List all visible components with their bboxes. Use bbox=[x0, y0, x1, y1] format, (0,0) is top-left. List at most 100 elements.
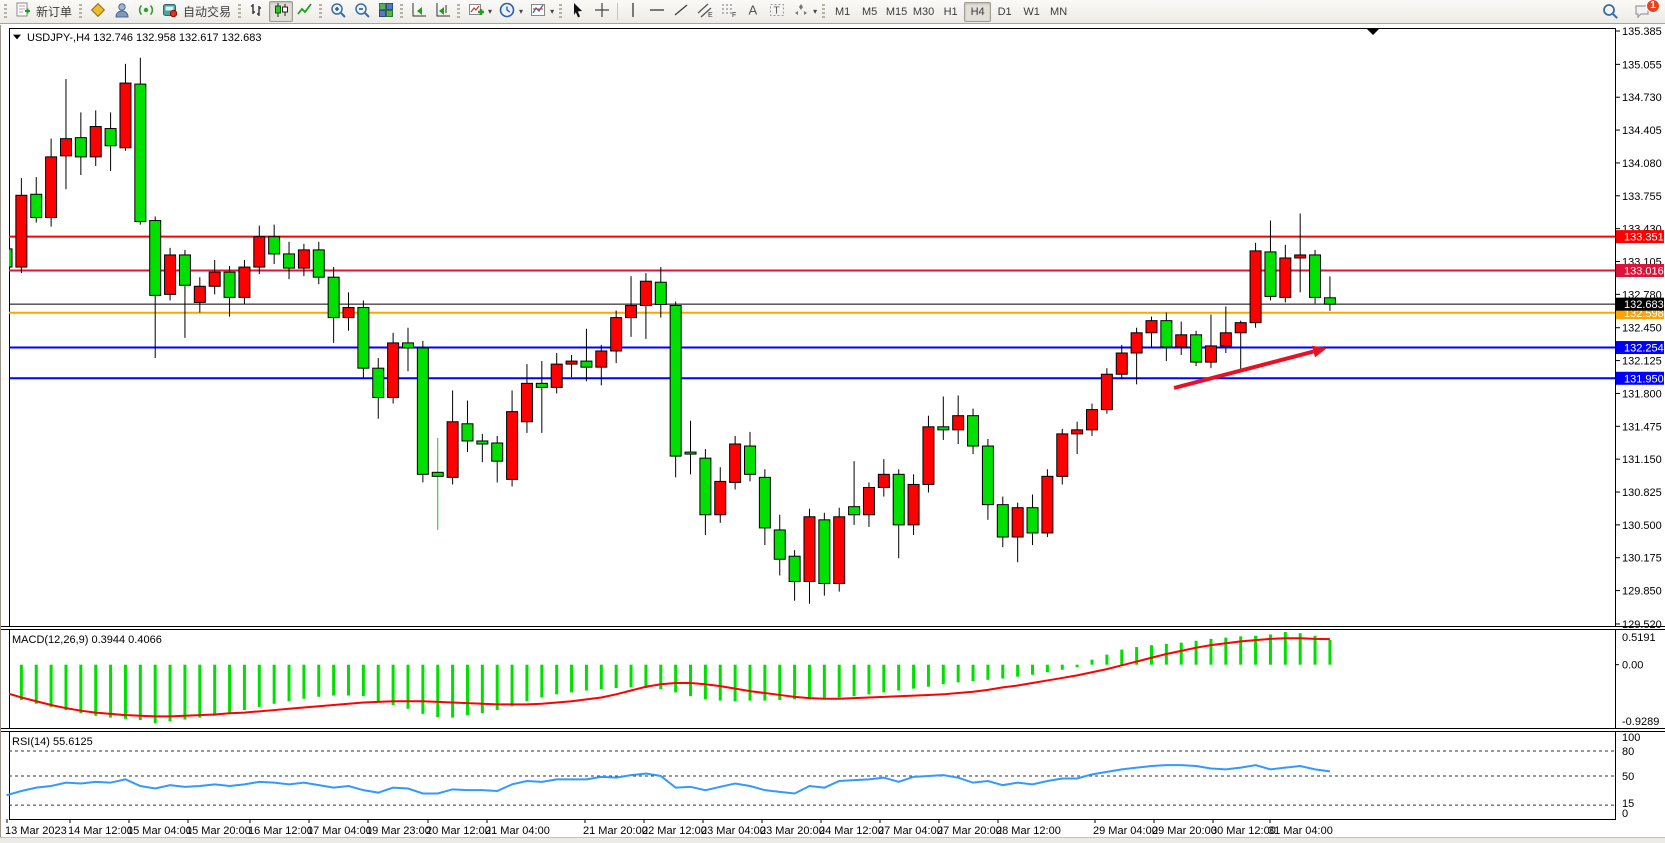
macd-pane[interactable]: MACD(12,26,9) 0.3944 0.4066 bbox=[7, 631, 1332, 724]
time-tick-label: 23 Mar 04:00 bbox=[701, 825, 766, 837]
trend-arrow[interactable] bbox=[1173, 345, 1327, 390]
price-scale[interactable]: 135.385 135.055 134.730 134.405 134.080 133.7… bbox=[1615, 26, 1664, 820]
price-tick-label: 134.730 bbox=[1622, 92, 1662, 104]
candle-body bbox=[104, 128, 117, 147]
candle-body bbox=[1115, 352, 1128, 375]
indicators-diamond-button[interactable] bbox=[86, 1, 110, 22]
auto-scroll-button[interactable] bbox=[407, 1, 431, 22]
crosshair-icon bbox=[593, 1, 611, 22]
toolbar-grip[interactable] bbox=[822, 3, 826, 20]
time-tick-label: 24 Mar 12:00 bbox=[819, 825, 884, 837]
candle-body bbox=[952, 415, 965, 431]
vertical-line-button[interactable] bbox=[621, 1, 645, 22]
timeframe-button-mn[interactable]: MN bbox=[1050, 5, 1068, 18]
candle-body bbox=[877, 473, 890, 488]
time-tick-label: 28 Mar 12:00 bbox=[996, 825, 1061, 837]
candle-body bbox=[699, 457, 712, 516]
toolbar-grip[interactable] bbox=[79, 3, 83, 20]
periods-clock-button[interactable]: ▾ bbox=[495, 1, 526, 22]
candle-body bbox=[178, 254, 191, 286]
timeframe-button-h4[interactable]: H4 bbox=[964, 1, 992, 22]
horizontal-line-button[interactable] bbox=[645, 1, 669, 22]
candle-body bbox=[892, 473, 905, 526]
toolbar-grip[interactable] bbox=[4, 3, 7, 20]
timeframe-button-d1[interactable]: D1 bbox=[997, 5, 1012, 18]
candle-body bbox=[223, 271, 236, 298]
candle-body bbox=[1249, 250, 1262, 324]
pane-separators[interactable] bbox=[1, 626, 1665, 732]
macd-scale-max: 0.5191 bbox=[1622, 632, 1656, 644]
candle-body bbox=[461, 423, 474, 442]
bar-chart-button[interactable] bbox=[245, 1, 269, 22]
cursor-button[interactable] bbox=[566, 1, 590, 22]
price-tick-label: 134.405 bbox=[1622, 125, 1662, 137]
crosshair-button[interactable] bbox=[590, 1, 614, 22]
text-button[interactable]: A bbox=[741, 1, 765, 22]
rsi-pane[interactable]: RSI(14) 55.6125 bbox=[6, 736, 1616, 806]
signal-button[interactable] bbox=[134, 1, 158, 22]
price-tick-label: 135.055 bbox=[1622, 59, 1662, 71]
fibonacci-button[interactable]: F bbox=[717, 1, 741, 22]
trend-line-button[interactable] bbox=[669, 1, 693, 22]
rsi-scale-label: 0 bbox=[1622, 808, 1628, 820]
chart-title: USDJPY-,H4 132.746 132.958 132.617 132.6… bbox=[13, 32, 261, 44]
candle-body bbox=[9, 248, 13, 268]
templates-button[interactable]: ▾ bbox=[526, 1, 557, 22]
toolbar-grip[interactable] bbox=[319, 3, 323, 20]
cursor-icon bbox=[569, 1, 587, 22]
toolbar-grip[interactable] bbox=[238, 3, 242, 20]
timeframe-button-w1[interactable]: W1 bbox=[1023, 5, 1040, 18]
timeframe-button-m1[interactable]: M1 bbox=[834, 5, 851, 18]
time-tick-label: 15 Mar 04:00 bbox=[127, 825, 192, 837]
candle-body bbox=[729, 443, 742, 483]
price-tick-label: 131.150 bbox=[1622, 454, 1662, 466]
add-indicator-button[interactable]: ▾ bbox=[464, 1, 495, 22]
timeframe-button-h1[interactable]: H1 bbox=[943, 5, 958, 18]
dropdown-caret-icon[interactable]: ▾ bbox=[488, 7, 493, 16]
price-line-label bbox=[1616, 341, 1664, 355]
zoom-out-button[interactable] bbox=[350, 1, 374, 22]
autotrade-icon bbox=[161, 1, 179, 22]
candle-body bbox=[431, 471, 444, 477]
candle-body bbox=[684, 451, 697, 455]
price-chart-canvas[interactable]: USDJPY-,H4 132.746 132.958 132.617 132.6… bbox=[1, 25, 1665, 843]
equidistant-channel-button[interactable]: E bbox=[693, 1, 717, 22]
dropdown-caret-icon[interactable]: ▾ bbox=[813, 7, 818, 16]
svg-text:T: T bbox=[774, 6, 780, 17]
chart-shift-marker-icon[interactable] bbox=[1367, 29, 1379, 35]
symbol-collapse-icon[interactable] bbox=[13, 34, 21, 40]
dropdown-caret-icon[interactable]: ▾ bbox=[550, 7, 555, 16]
timeframe-button-m15[interactable]: M15 bbox=[885, 5, 908, 18]
market-watch-person-button[interactable] bbox=[110, 1, 134, 22]
candle-chart-button[interactable] bbox=[269, 1, 294, 22]
price-tick-label: 129.520 bbox=[1622, 619, 1662, 631]
timeframe-button-m30[interactable]: M30 bbox=[912, 5, 935, 18]
autotrade-button[interactable]: 自动交易 bbox=[158, 1, 236, 22]
toolbar-grip[interactable] bbox=[559, 3, 563, 20]
price-tick-label: 130.500 bbox=[1622, 520, 1662, 532]
candle-body bbox=[669, 304, 682, 457]
text-label-icon: T bbox=[768, 1, 786, 22]
zoom-in-button[interactable] bbox=[326, 1, 350, 22]
horizontal-line-icon bbox=[648, 1, 666, 22]
chart-window[interactable]: USDJPY-,H4 132.746 132.958 132.617 132.6… bbox=[0, 25, 1665, 843]
search-button[interactable] bbox=[1601, 2, 1621, 22]
chart-shift-button[interactable] bbox=[431, 1, 455, 22]
candle-body bbox=[1086, 409, 1099, 431]
toolbar-grip[interactable] bbox=[400, 3, 404, 20]
text-label-button[interactable]: T bbox=[765, 1, 789, 22]
candle-body bbox=[625, 304, 638, 319]
time-tick-label: 15 Mar 20:00 bbox=[186, 825, 251, 837]
dropdown-caret-icon[interactable]: ▾ bbox=[519, 7, 524, 16]
time-tick-label: 20 Mar 12:00 bbox=[426, 825, 491, 837]
line-chart-button[interactable] bbox=[293, 1, 317, 22]
arrows-button[interactable]: ▾ bbox=[789, 1, 820, 22]
tile-windows-button[interactable] bbox=[374, 1, 398, 22]
candle-body bbox=[164, 254, 177, 295]
candle-body bbox=[1145, 320, 1158, 334]
chat-button[interactable]: 1 bbox=[1633, 0, 1660, 22]
timeframe-button-m5[interactable]: M5 bbox=[861, 5, 878, 18]
new-order-button[interactable]: 新订单 bbox=[11, 1, 77, 22]
toolbar-grip[interactable] bbox=[457, 3, 461, 20]
